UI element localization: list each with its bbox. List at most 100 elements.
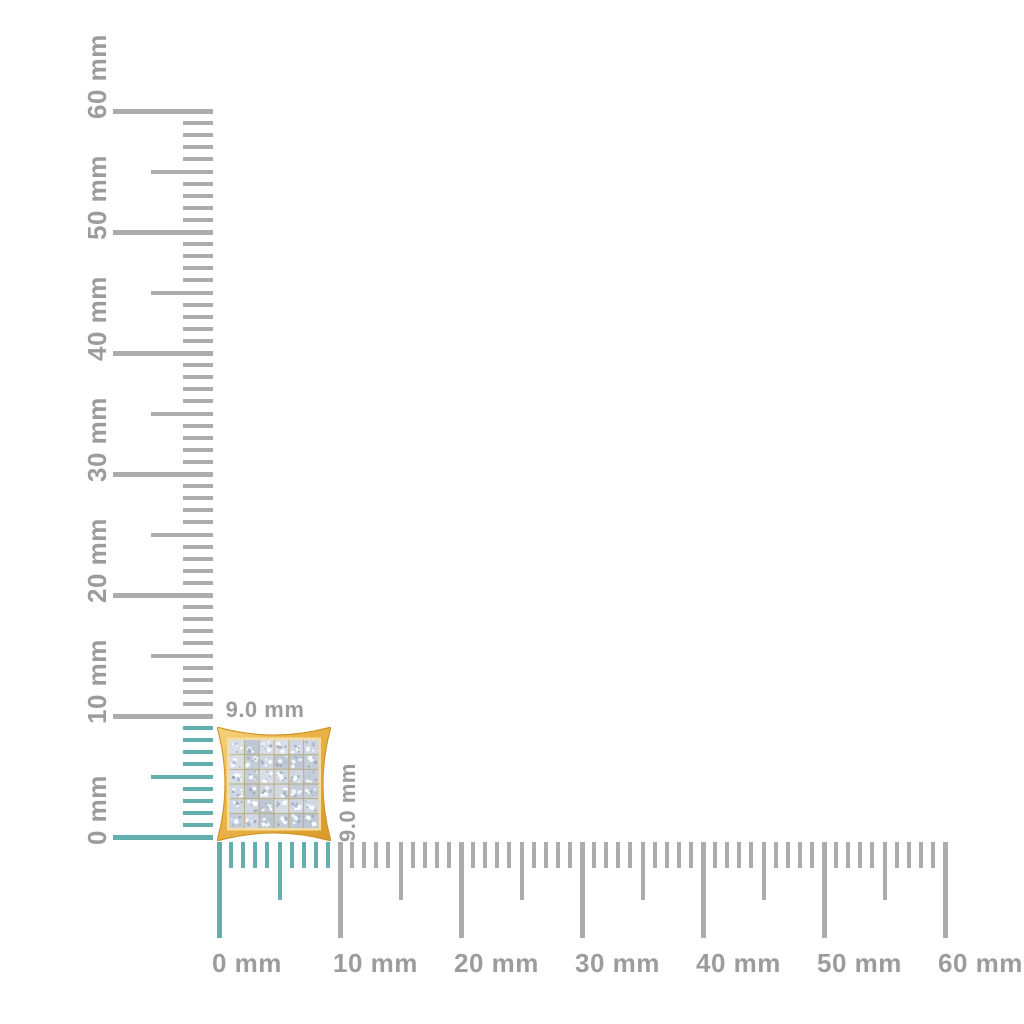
h-ruler-tick-55mm bbox=[882, 842, 887, 900]
diamond-facet bbox=[239, 793, 242, 796]
diamond-facet bbox=[261, 806, 264, 809]
diamond-facet bbox=[297, 747, 300, 750]
diamond-facet bbox=[268, 775, 271, 778]
diamond-sparkle bbox=[237, 773, 242, 778]
h-ruler-tick-10mm bbox=[337, 842, 343, 938]
diamond-sparkle bbox=[305, 748, 310, 752]
h-ruler-label: 30 mm bbox=[575, 948, 660, 978]
v-ruler-tick-1mm bbox=[183, 822, 213, 827]
v-ruler-tick-31mm bbox=[183, 459, 213, 464]
diamond-facet bbox=[232, 776, 235, 778]
h-ruler-tick-22mm bbox=[483, 842, 488, 868]
h-ruler-tick-32mm bbox=[604, 842, 609, 868]
diamond-facet bbox=[297, 750, 301, 753]
diamond-facet bbox=[279, 764, 283, 767]
diamond-facet bbox=[285, 795, 288, 798]
diamond-facet bbox=[246, 822, 250, 826]
diamond-facet bbox=[304, 800, 307, 802]
diamond-facet bbox=[235, 802, 239, 805]
diamond-facet bbox=[263, 789, 266, 793]
diamond-sparkle bbox=[290, 792, 295, 797]
v-ruler-tick-28mm bbox=[183, 496, 213, 501]
diamond-facet bbox=[239, 766, 241, 768]
diamond-facet bbox=[306, 818, 308, 821]
diamond-sparkle bbox=[282, 787, 286, 790]
diamond-sparkle bbox=[263, 791, 269, 798]
diamond-sparkle bbox=[253, 778, 256, 781]
diamond-sparkle bbox=[285, 755, 288, 758]
v-ruler-label: 10 mm bbox=[82, 639, 112, 724]
diamond-facet bbox=[297, 775, 300, 778]
diamond-facet bbox=[260, 761, 264, 765]
h-ruler-tick-5mm bbox=[277, 842, 282, 900]
diamond-facet bbox=[290, 780, 293, 783]
diamond-sparkle bbox=[293, 815, 299, 821]
diamond-facet bbox=[284, 777, 287, 780]
v-ruler-tick-8mm bbox=[183, 738, 213, 743]
v-ruler-tick-26mm bbox=[183, 520, 213, 525]
diamond-sparkle bbox=[291, 759, 296, 765]
diamond-facet bbox=[261, 791, 264, 795]
v-ruler-tick-9mm bbox=[183, 726, 213, 731]
h-ruler-tick-15mm bbox=[398, 842, 403, 900]
h-ruler-tick-30mm bbox=[579, 842, 585, 938]
diamond-facet bbox=[314, 809, 317, 812]
h-ruler-tick-39mm bbox=[688, 842, 693, 868]
h-ruler-tick-58mm bbox=[918, 842, 923, 868]
h-ruler-tick-24mm bbox=[507, 842, 512, 868]
h-ruler-tick-17mm bbox=[422, 842, 427, 868]
h-ruler-tick-60mm bbox=[942, 842, 948, 938]
diamond-facet bbox=[290, 761, 292, 764]
v-ruler-label: 40 mm bbox=[82, 276, 112, 361]
diamond-sparkle bbox=[260, 821, 267, 827]
h-ruler-tick-54mm bbox=[870, 842, 875, 868]
v-ruler-tick-35mm bbox=[151, 411, 213, 416]
diamond-facet bbox=[238, 815, 242, 819]
h-ruler-tick-46mm bbox=[773, 842, 778, 868]
h-ruler-tick-48mm bbox=[797, 842, 802, 868]
pave-diamond bbox=[303, 754, 319, 770]
diamond-sparkle bbox=[307, 791, 311, 794]
diamond-sparkle bbox=[267, 740, 270, 744]
earring-svg bbox=[216, 726, 332, 842]
h-ruler-label: 10 mm bbox=[333, 948, 418, 978]
v-ruler-tick-53mm bbox=[183, 193, 213, 198]
diamond-sparkle bbox=[239, 746, 244, 751]
diamond-sparkle bbox=[280, 749, 284, 752]
v-ruler-tick-41mm bbox=[183, 338, 213, 343]
diamond-facet bbox=[294, 804, 298, 808]
diamond-sparkle bbox=[246, 799, 251, 804]
diamond-facet bbox=[277, 802, 280, 806]
h-ruler-tick-23mm bbox=[495, 842, 500, 868]
diamond-facet bbox=[231, 790, 235, 793]
pave-diamond bbox=[259, 740, 274, 755]
diamond-facet bbox=[311, 742, 315, 746]
h-ruler-tick-9mm bbox=[325, 842, 330, 868]
v-ruler-tick-51mm bbox=[183, 217, 213, 222]
diamond-facet bbox=[248, 749, 252, 753]
v-ruler-tick-30mm bbox=[113, 471, 213, 477]
diamond-facet bbox=[237, 793, 240, 797]
diamond-facet bbox=[251, 747, 254, 749]
pave-diamond bbox=[244, 740, 260, 755]
pave-diamond bbox=[229, 769, 245, 784]
h-ruler-tick-52mm bbox=[846, 842, 851, 868]
diamond-sparkle bbox=[262, 742, 265, 746]
diamond-facet bbox=[281, 779, 284, 782]
v-ruler-tick-38mm bbox=[183, 375, 213, 380]
diamond-sparkle bbox=[268, 771, 274, 776]
diamond-facet bbox=[305, 741, 308, 744]
v-ruler-tick-18mm bbox=[183, 617, 213, 622]
diamond-facet bbox=[239, 824, 241, 826]
diamond-sparkle bbox=[278, 773, 283, 778]
h-ruler-tick-7mm bbox=[301, 842, 306, 868]
v-ruler-tick-52mm bbox=[183, 205, 213, 210]
h-ruler-tick-31mm bbox=[592, 842, 597, 868]
h-ruler-label: 20 mm bbox=[454, 948, 539, 978]
h-ruler-tick-53mm bbox=[858, 842, 863, 868]
diamond-facet bbox=[240, 800, 243, 803]
v-ruler-tick-29mm bbox=[183, 484, 213, 489]
diamond-facet bbox=[269, 818, 271, 820]
